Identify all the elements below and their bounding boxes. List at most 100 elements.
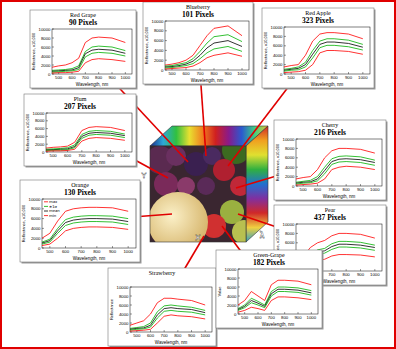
chart-panel: Blueberry101 Pixels500600700800900100002… xyxy=(143,2,255,86)
plot-data xyxy=(42,207,128,245)
chart-panel: Cherry216 Pixels500600700800900100002000… xyxy=(274,120,388,202)
x-tick-label: 500 xyxy=(168,71,176,76)
y-tick-label: 2000 xyxy=(35,142,45,147)
spectrum-line xyxy=(42,216,128,242)
y-tick-label: 0 xyxy=(48,72,51,77)
y-tick-label: 8000 xyxy=(31,206,41,211)
x-tick xyxy=(319,72,320,74)
x-tick-label: 700 xyxy=(78,153,86,158)
y-tick xyxy=(42,208,44,209)
y-tick-label: 4000 xyxy=(35,134,45,139)
plot-data xyxy=(52,37,125,73)
x-tick xyxy=(258,312,259,314)
y-tick xyxy=(238,269,240,270)
x-tick-label: 700 xyxy=(196,71,204,76)
plot-data xyxy=(46,127,125,152)
plot-data xyxy=(296,148,375,185)
y-tick-label: 8000 xyxy=(41,36,51,41)
y-tick-label: 2000 xyxy=(41,63,51,68)
y-tick xyxy=(130,305,132,306)
x-tick xyxy=(284,312,285,314)
y-tick-label: 4000 xyxy=(285,165,295,170)
y-tick-label: 8000 xyxy=(273,34,283,39)
spectrum-line xyxy=(165,53,242,69)
chart-subtitle: 207 Pixels xyxy=(64,102,96,111)
spectrum-line xyxy=(165,46,242,68)
y-tick xyxy=(284,64,286,65)
spectrum-line xyxy=(284,45,363,71)
spectrum-line xyxy=(42,219,128,244)
x-tick xyxy=(112,246,113,248)
x-tick-label: 700 xyxy=(268,315,276,320)
x-tick-label: 700 xyxy=(82,75,90,80)
panel xyxy=(20,180,140,262)
y-tick xyxy=(46,128,48,129)
x-tick-label: 900 xyxy=(357,272,365,277)
y-tick xyxy=(284,74,286,75)
y-tick xyxy=(238,296,240,297)
plot-frame xyxy=(42,199,136,248)
fruit xyxy=(197,177,215,195)
x-tick-label: 800 xyxy=(95,75,103,80)
panel xyxy=(143,2,253,84)
chart-panel: Orange130 Pixels500600700800900100002000… xyxy=(20,180,142,264)
x-tick xyxy=(186,68,187,70)
spectrum-line xyxy=(284,51,363,73)
y-tick-label: 0 xyxy=(280,72,283,77)
chart-subtitle: 437 Pixels xyxy=(314,213,346,222)
y-tick xyxy=(296,157,298,158)
x-tick-label: 800 xyxy=(93,153,101,158)
y-tick xyxy=(46,136,48,137)
x-tick xyxy=(334,72,335,74)
chart-panel: Red Grape90 Pixels5006007008009001000020… xyxy=(30,10,138,90)
y-tick xyxy=(165,50,167,51)
x-tick-label: 900 xyxy=(224,71,232,76)
x-tick-label: 800 xyxy=(210,71,218,76)
y-tick xyxy=(296,186,298,187)
x-tick xyxy=(96,150,97,152)
y-axis-label: Reflectance, x10,000 xyxy=(275,143,280,181)
y-tick-label: 10000 xyxy=(39,27,52,32)
chart-title: Red Apple xyxy=(305,10,331,16)
y-tick xyxy=(46,120,48,121)
x-tick xyxy=(374,184,375,186)
y-tick-label: 10000 xyxy=(29,197,42,202)
x-tick-label: 500 xyxy=(133,333,141,338)
spectrum-line xyxy=(296,162,375,185)
legend: max±1σmeanmin xyxy=(44,199,60,218)
axis-label: Y xyxy=(141,171,147,180)
x-tick-label: 600 xyxy=(302,75,310,80)
y-tick xyxy=(284,27,286,28)
spectrum-line xyxy=(296,159,375,183)
y-axis-label: Reflectance, x10,000 xyxy=(21,204,26,242)
y-tick-label: 6000 xyxy=(31,216,41,221)
fruit xyxy=(232,220,246,242)
x-tick-label: 500 xyxy=(46,249,54,254)
x-tick xyxy=(81,246,82,248)
x-tick xyxy=(360,184,361,186)
x-tick-label: 500 xyxy=(300,187,308,192)
x-tick-label: 1000 xyxy=(370,187,380,192)
y-tick xyxy=(296,176,298,177)
y-axis-label: Reflectance, x10,000 xyxy=(31,32,36,70)
y-tick-label: 10000 xyxy=(152,19,165,24)
chart-subtitle: 182 Pixels xyxy=(253,258,285,267)
x-tick xyxy=(331,184,332,186)
x-tick-label: 500 xyxy=(241,315,249,320)
panel xyxy=(108,268,216,346)
x-tick xyxy=(124,150,125,152)
legend-swatch xyxy=(44,215,48,216)
x-tick-label: 900 xyxy=(294,315,302,320)
x-tick xyxy=(191,330,192,332)
y-tick-label: 0 xyxy=(161,68,164,73)
x-axis-label: Wavelength, nm xyxy=(73,160,106,165)
plot-frame xyxy=(238,269,318,314)
y-tick xyxy=(238,278,240,279)
spectrum-line xyxy=(165,26,242,65)
y-tick xyxy=(130,287,132,288)
y-tick xyxy=(42,248,44,249)
x-tick xyxy=(112,72,113,74)
x-tick xyxy=(200,68,201,70)
figure: YXλRed Grape90 Pixels5006007008009001000… xyxy=(0,0,396,349)
x-tick-label: 1000 xyxy=(200,333,210,338)
